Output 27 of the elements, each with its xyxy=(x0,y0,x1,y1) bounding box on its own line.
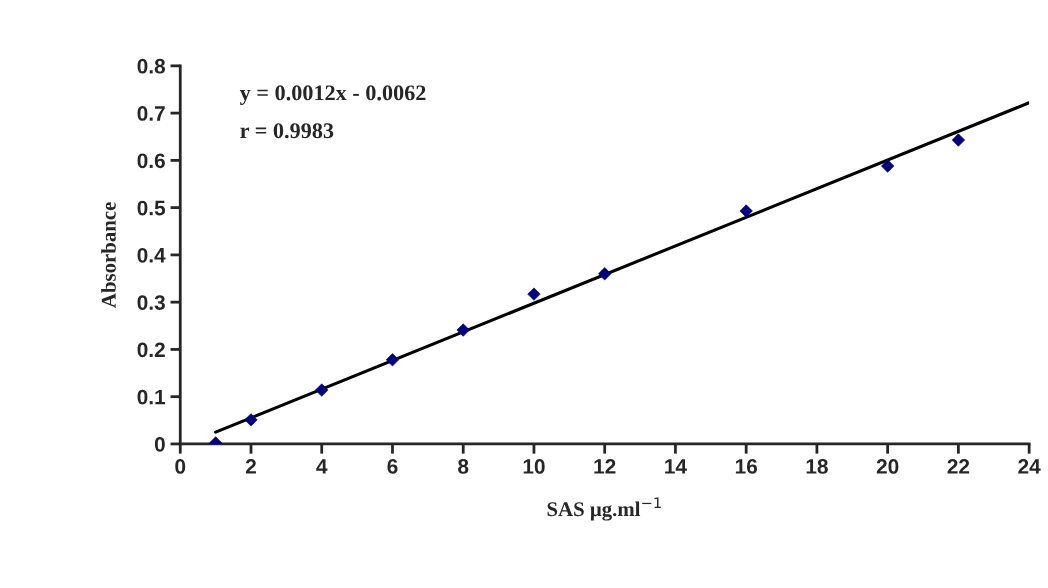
x-tick-label: 2 xyxy=(245,459,256,474)
x-tick-label: 22 xyxy=(947,459,970,474)
y-axis-title: Absorbance xyxy=(101,202,116,308)
x-tick-label: 6 xyxy=(387,459,398,474)
y-tick-label: 0.4 xyxy=(137,247,166,263)
x-tick-label: 18 xyxy=(806,459,828,474)
x-tick-label: 20 xyxy=(876,459,899,474)
annotation: y = 0.0012x - 0.0062 xyxy=(239,85,426,105)
x-tick-label: 0 xyxy=(175,459,186,474)
x-tick-label: 8 xyxy=(458,459,469,474)
y-tick-label: 0.7 xyxy=(137,106,165,121)
x-tick-label: 4 xyxy=(316,459,328,474)
y-tick-label: 0.3 xyxy=(137,295,165,310)
x-tick-label: 14 xyxy=(665,459,687,474)
x-tick-label: 24 xyxy=(1018,459,1041,474)
x-tick-label: 12 xyxy=(594,459,616,474)
y-tick-label: 0.1 xyxy=(137,389,166,405)
y-tick-label: 0.6 xyxy=(137,153,165,169)
annotation: r = 0.9983 xyxy=(240,123,334,139)
x-tick-label: 10 xyxy=(523,459,545,474)
point xyxy=(527,287,541,301)
x-tick-label: 16 xyxy=(735,459,758,474)
x-axis-title: SAS μg.ml$^{−1}$ xyxy=(547,497,661,521)
y-tick-label: 0.8 xyxy=(137,58,166,74)
y-tick-label: 0 xyxy=(154,436,165,452)
y-tick-label: 0.2 xyxy=(137,342,165,358)
y-tick-label: 0.5 xyxy=(137,200,166,216)
